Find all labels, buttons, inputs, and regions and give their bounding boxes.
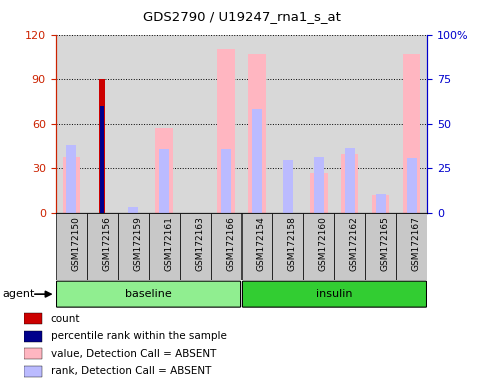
Text: GSM172156: GSM172156	[102, 217, 111, 271]
Bar	[117, 213, 149, 280]
Bar	[180, 213, 211, 280]
Bar	[283, 160, 293, 213]
Bar	[159, 149, 169, 213]
Text: count: count	[51, 314, 80, 324]
Text: GSM172159: GSM172159	[133, 217, 142, 271]
Bar	[397, 213, 427, 280]
Bar	[341, 154, 358, 213]
Bar	[66, 145, 76, 213]
Bar	[335, 213, 366, 280]
Bar	[156, 128, 172, 213]
Bar	[24, 366, 42, 377]
Bar	[128, 207, 138, 213]
Text: GSM172150: GSM172150	[71, 217, 80, 271]
Text: GSM172158: GSM172158	[288, 217, 297, 271]
Bar	[366, 213, 397, 280]
Text: percentile rank within the sample: percentile rank within the sample	[51, 331, 227, 341]
Text: GSM172161: GSM172161	[164, 217, 173, 271]
Bar	[272, 213, 303, 280]
Bar	[242, 213, 272, 280]
Text: baseline: baseline	[125, 289, 172, 299]
Text: agent: agent	[2, 289, 35, 299]
Text: GSM172160: GSM172160	[319, 217, 328, 271]
Text: GDS2790 / U19247_rna1_s_at: GDS2790 / U19247_rna1_s_at	[142, 10, 341, 23]
Bar	[24, 331, 42, 342]
Bar	[149, 213, 180, 280]
Text: GSM172166: GSM172166	[226, 217, 235, 271]
Bar	[100, 106, 103, 213]
Bar	[314, 157, 324, 213]
Bar	[372, 195, 389, 213]
Text: GSM172162: GSM172162	[350, 217, 359, 271]
Bar	[311, 173, 327, 213]
FancyBboxPatch shape	[242, 281, 426, 307]
Bar	[252, 109, 262, 213]
Bar	[221, 149, 231, 213]
Bar	[99, 79, 105, 213]
Bar	[376, 194, 386, 213]
Text: GSM172154: GSM172154	[257, 217, 266, 271]
Text: GSM172163: GSM172163	[195, 217, 204, 271]
Bar	[211, 213, 242, 280]
Bar	[62, 157, 80, 213]
Text: value, Detection Call = ABSENT: value, Detection Call = ABSENT	[51, 349, 216, 359]
Bar	[403, 54, 421, 213]
Bar	[303, 213, 334, 280]
Text: insulin: insulin	[316, 289, 353, 299]
Bar	[56, 213, 86, 280]
Text: GSM172165: GSM172165	[381, 217, 390, 271]
Bar	[24, 348, 42, 359]
Bar	[24, 313, 42, 324]
Bar	[86, 213, 117, 280]
Bar	[407, 158, 417, 213]
Bar	[217, 50, 235, 213]
Bar	[345, 148, 355, 213]
Bar	[248, 54, 266, 213]
Text: GSM172167: GSM172167	[412, 217, 421, 271]
Text: rank, Detection Call = ABSENT: rank, Detection Call = ABSENT	[51, 366, 211, 376]
FancyBboxPatch shape	[57, 281, 241, 307]
